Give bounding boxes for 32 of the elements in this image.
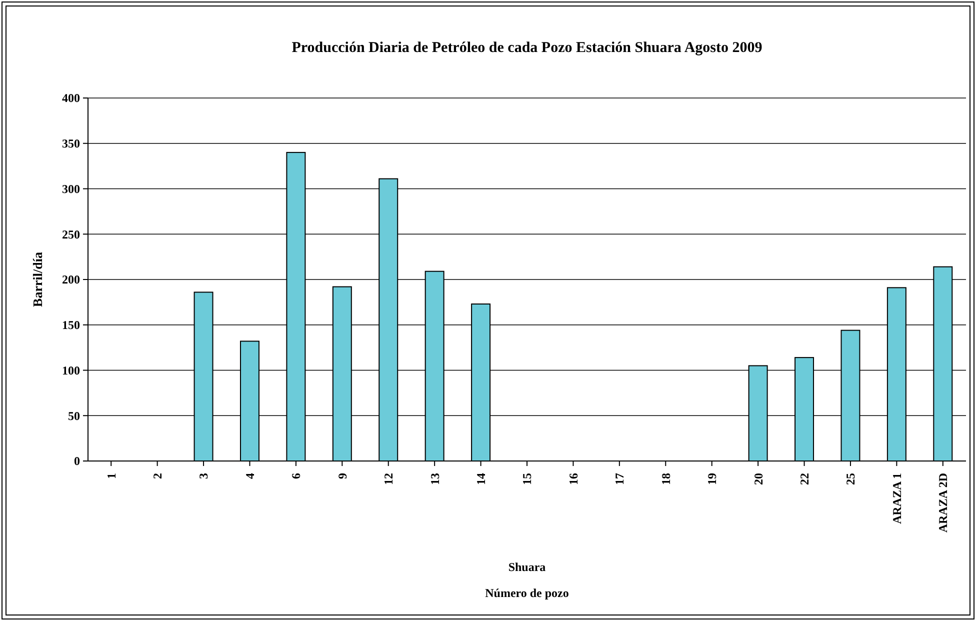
y-tick-label: 150 — [62, 318, 80, 332]
x-tick-label: 16 — [566, 473, 580, 485]
x-tick-label: ARAZA 2D — [936, 472, 950, 533]
y-tick-label: 50 — [68, 408, 80, 423]
x-tick-label: 14 — [474, 473, 488, 485]
x-tick-label: 22 — [797, 473, 812, 485]
text: Número de pozo — [485, 586, 569, 600]
y-tick-label: 300 — [62, 182, 80, 196]
x-tick-label: 1 — [104, 473, 118, 479]
x-tick-label: 13 — [428, 473, 442, 485]
x-axis-title: Shuara — [508, 560, 546, 574]
x-tick-label: ARAZA 1 — [890, 473, 904, 524]
x-tick-label: 9 — [335, 473, 350, 479]
x-tick-label: 25 — [844, 473, 858, 485]
x-tick-label: 20 — [751, 473, 766, 485]
y-tick-label: 0 — [74, 454, 80, 468]
y-tick-label: 400 — [62, 91, 80, 106]
y-tick-label: 350 — [62, 136, 80, 151]
x-tick-label: 3 — [196, 473, 211, 479]
x-tick-label: 15 — [520, 473, 534, 485]
x-tick-label: 17 — [612, 473, 627, 485]
y-tick-label: 100 — [62, 363, 80, 378]
chart-title: Producción Diaria de Petróleo de cada Pozo Estación Shuara Agosto 2009 — [292, 40, 762, 56]
x-tick-label: 12 — [382, 473, 396, 485]
y-axis-title: Barril/día — [30, 252, 45, 307]
y-tick-label: 200 — [62, 272, 80, 287]
x-tick-label: 4 — [242, 473, 257, 479]
x-tick-label: 18 — [658, 473, 673, 485]
y-tick-label: 250 — [62, 227, 80, 242]
x-tick-label: 6 — [289, 473, 304, 479]
x-tick-label: 2 — [150, 473, 165, 479]
x-tick-label: 19 — [705, 473, 720, 485]
